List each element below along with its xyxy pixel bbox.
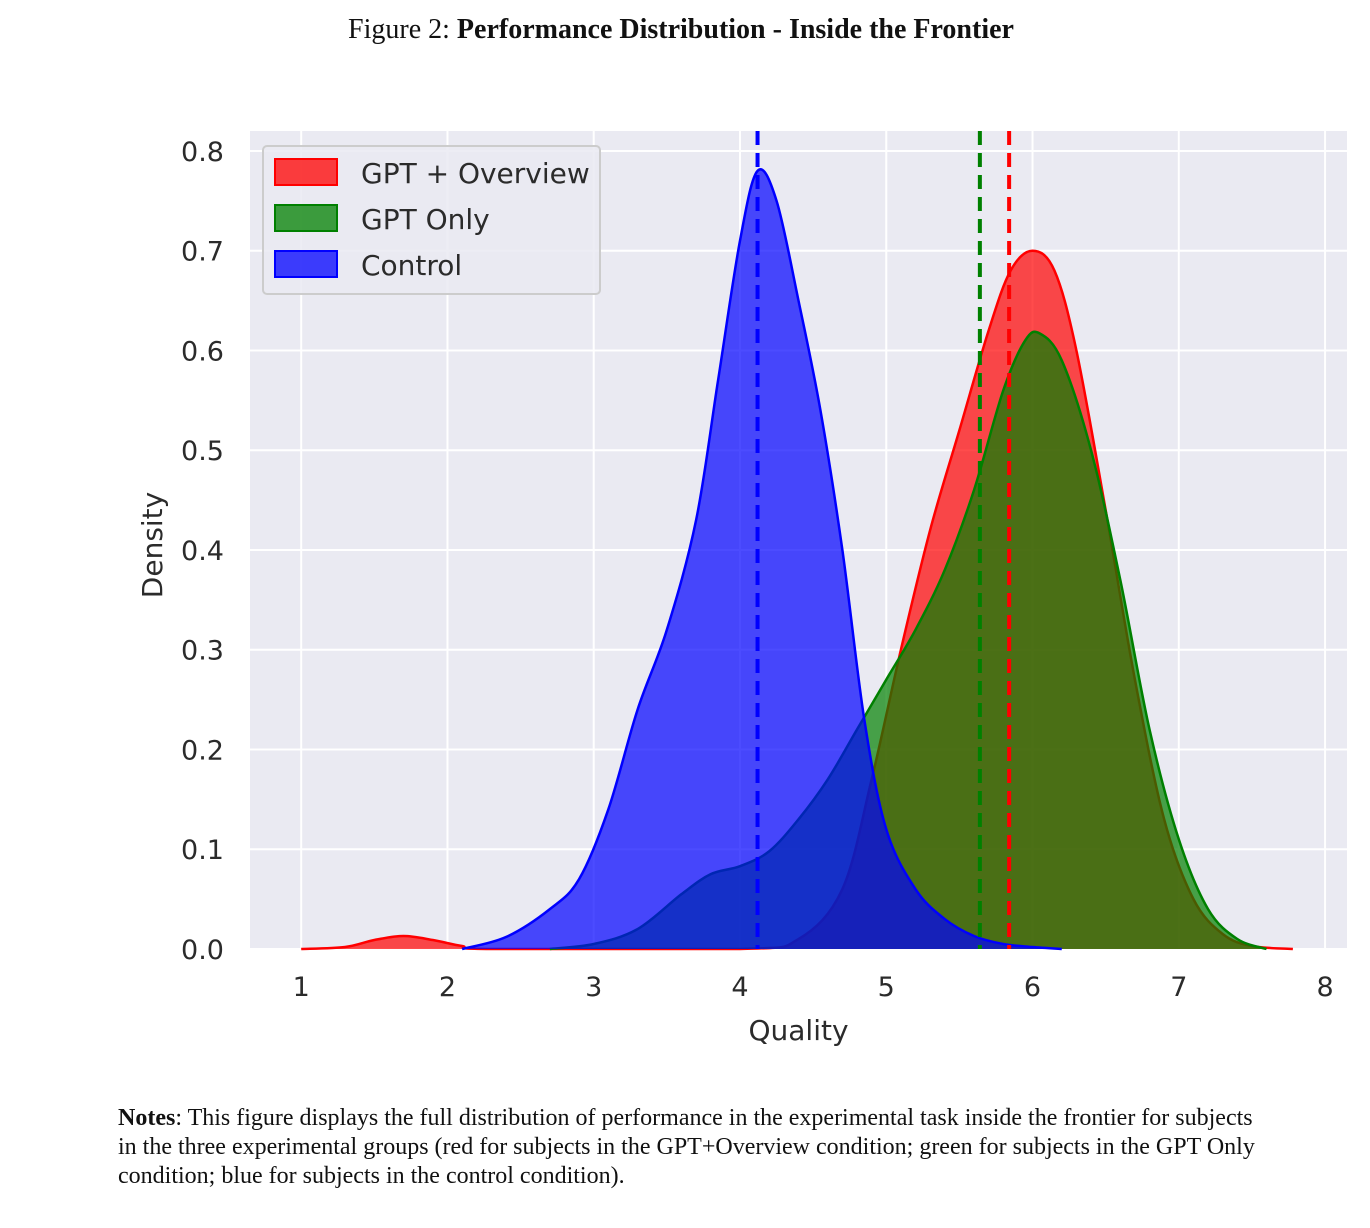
notes-text: : This figure displays the full distribu…: [118, 1105, 1255, 1189]
legend-swatch-gpt-overview: [274, 158, 338, 186]
x-tick-labels: 1 2 3 4 5 6 7 8: [293, 972, 1334, 1003]
legend-label-gpt-overview: GPT + Overview: [361, 157, 590, 190]
y-tick-label: 0.6: [181, 336, 224, 367]
density-area-control: [462, 169, 1062, 950]
legend-swatch-control: [274, 250, 338, 278]
figure-number: Figure 2:: [348, 14, 450, 45]
x-tick-label: 7: [1170, 972, 1187, 1003]
y-tick-label: 0.7: [181, 237, 224, 268]
density-areas: [301, 168, 1293, 951]
x-tick-label: 6: [1024, 972, 1041, 1003]
legend-label-gpt-only: GPT Only: [361, 203, 490, 236]
density-curve-control: [461, 168, 1062, 951]
legend-box: [262, 145, 601, 295]
legend-swatch-gpt-only: [274, 204, 338, 232]
x-axis-label: Quality: [748, 1014, 848, 1047]
y-axis-label: Density: [136, 492, 169, 598]
x-tick-label: 4: [731, 972, 748, 1003]
y-tick-label: 0.2: [181, 735, 224, 766]
figure-notes: Notes: This figure displays the full dis…: [118, 1104, 1268, 1191]
x-tick-label: 5: [878, 972, 895, 1003]
y-tick-label: 0.1: [181, 835, 224, 866]
x-tick-label: 8: [1316, 972, 1333, 1003]
notes-lead: Notes: [118, 1105, 176, 1131]
figure-title-text: Performance Distribution - Inside the Fr…: [456, 14, 1014, 45]
y-tick-label: 0.4: [181, 536, 224, 567]
x-tick-label: 3: [585, 972, 602, 1003]
y-tick-label: 0.0: [181, 935, 224, 966]
mean-lines: [755, 131, 1012, 949]
density-area-gpt-only: [549, 331, 1267, 949]
x-tick-label: 1: [293, 972, 310, 1003]
legend: GPT + Overview GPT Only Control: [262, 145, 601, 295]
density-chart: 1 2 3 4 5 6 7 8 0.0 0.1 0.2 0.3 0.4 0.5 0.6 0.7 0.8 Qua…: [136, 131, 1347, 1047]
legend-label-control: Control: [361, 249, 462, 282]
figure-title: Figure 2: Performance Distribution - Ins…: [0, 14, 1362, 46]
y-tick-labels: 0.0 0.1 0.2 0.3 0.4 0.5 0.6 0.7 0.8: [181, 137, 224, 966]
x-tick-label: 2: [439, 972, 456, 1003]
y-tick-label: 0.8: [181, 137, 224, 168]
y-tick-label: 0.5: [181, 436, 224, 467]
y-tick-label: 0.3: [181, 636, 224, 667]
